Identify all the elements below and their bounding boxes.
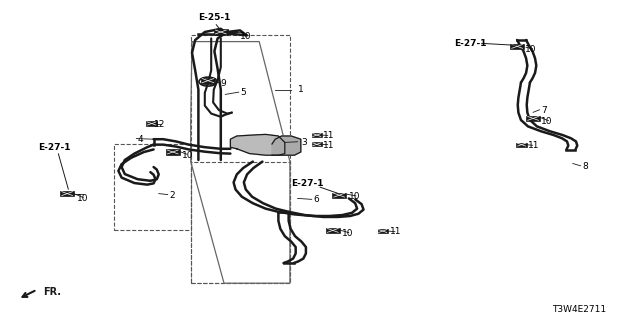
FancyBboxPatch shape — [312, 142, 322, 146]
Text: 10: 10 — [182, 151, 194, 160]
Text: 11: 11 — [390, 228, 402, 236]
FancyBboxPatch shape — [214, 29, 228, 35]
Text: 3: 3 — [301, 138, 307, 147]
Polygon shape — [230, 134, 285, 155]
FancyBboxPatch shape — [312, 133, 322, 137]
FancyBboxPatch shape — [332, 193, 346, 198]
FancyBboxPatch shape — [200, 78, 216, 84]
FancyBboxPatch shape — [378, 229, 388, 233]
FancyBboxPatch shape — [166, 149, 180, 155]
Text: 6: 6 — [314, 196, 319, 204]
FancyBboxPatch shape — [146, 121, 157, 126]
Text: 11: 11 — [323, 132, 335, 140]
Text: 11: 11 — [528, 141, 540, 150]
Text: 10: 10 — [77, 194, 88, 203]
FancyBboxPatch shape — [510, 44, 524, 49]
FancyBboxPatch shape — [326, 228, 340, 233]
Text: 10: 10 — [525, 45, 536, 54]
Text: 12: 12 — [154, 120, 165, 129]
Text: 10: 10 — [342, 229, 354, 238]
Text: E-27-1: E-27-1 — [38, 143, 70, 152]
Text: 2: 2 — [170, 191, 175, 200]
Text: FR.: FR. — [44, 287, 61, 297]
Text: E-25-1: E-25-1 — [198, 13, 230, 22]
Text: 10: 10 — [240, 32, 252, 41]
Text: 7: 7 — [541, 106, 547, 115]
FancyBboxPatch shape — [526, 116, 540, 121]
Bar — [191, 162, 290, 283]
Circle shape — [203, 79, 213, 84]
Text: 4: 4 — [138, 135, 143, 144]
Text: 11: 11 — [323, 141, 335, 150]
Polygon shape — [272, 136, 301, 155]
FancyBboxPatch shape — [516, 143, 527, 147]
Text: 1: 1 — [298, 85, 303, 94]
Text: T3W4E2711: T3W4E2711 — [552, 305, 606, 314]
Text: E-27-1: E-27-1 — [291, 180, 323, 188]
Text: 9: 9 — [221, 79, 227, 88]
Text: 10: 10 — [541, 117, 552, 126]
Text: 10: 10 — [349, 192, 360, 201]
Bar — [114, 144, 191, 230]
Text: 5: 5 — [240, 88, 246, 97]
FancyBboxPatch shape — [60, 191, 74, 196]
Bar — [191, 35, 290, 283]
Text: 8: 8 — [582, 162, 588, 171]
Text: E-27-1: E-27-1 — [454, 39, 486, 48]
